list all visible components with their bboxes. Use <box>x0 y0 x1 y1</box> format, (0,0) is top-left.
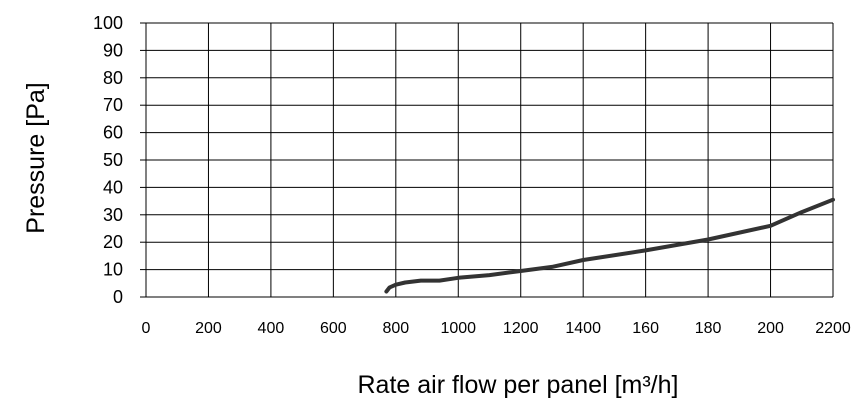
x-tick-label: 600 <box>320 320 347 337</box>
x-tick-label: 1000 <box>440 320 476 337</box>
y-tick-label: 80 <box>103 68 123 88</box>
x-tick-label: 200 <box>195 320 222 337</box>
grid <box>146 22 834 297</box>
y-tick-label: 20 <box>103 232 123 252</box>
x-tick-label: 160 <box>632 320 659 337</box>
series-layer <box>384 197 835 294</box>
axes <box>140 22 833 298</box>
y-tick-label: 30 <box>103 205 123 225</box>
x-tick-label: 180 <box>695 320 722 337</box>
x-axis-title: Rate air flow per panel [m³/h] <box>358 371 679 399</box>
y-tick-label: 100 <box>93 13 123 33</box>
y-tick-label: 40 <box>103 177 123 197</box>
x-tick-label: 0 <box>142 320 151 337</box>
y-tick-label: 60 <box>103 123 123 143</box>
y-tick-label: 90 <box>103 40 123 60</box>
y-tick-label: 50 <box>103 150 123 170</box>
x-tick-label: 800 <box>382 320 409 337</box>
x-tick-label: 2200 <box>815 320 851 337</box>
y-tick-label: 10 <box>103 260 123 280</box>
x-tick-label: 1400 <box>565 320 601 337</box>
y-tick-label: 70 <box>103 95 123 115</box>
tick-labels: 0 200 400 600 800 1000 1200 1400 160 180 200 2200 0 1… <box>93 13 851 337</box>
y-axis-title: Pressure [Pa] <box>22 82 50 233</box>
y-tick-label: 0 <box>113 287 123 307</box>
series-line <box>384 197 835 294</box>
x-tick-label: 1200 <box>503 320 539 337</box>
x-tick-label: 200 <box>757 320 784 337</box>
x-tick-label: 400 <box>258 320 285 337</box>
